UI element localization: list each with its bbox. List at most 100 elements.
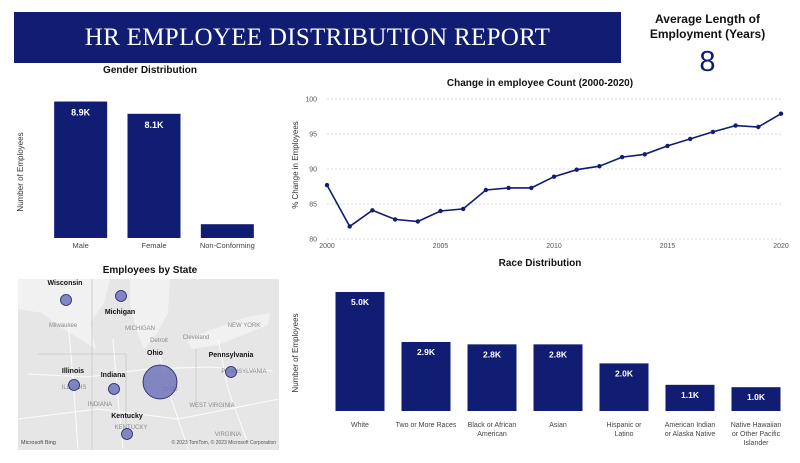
race-bar-white[interactable] (335, 292, 385, 411)
line-y-tick-label: 90 (309, 167, 317, 174)
state-bubble-wisconsin[interactable] (60, 294, 72, 306)
gender-bar-male[interactable] (54, 101, 108, 239)
race-bar-american-indian-or-alaska-native[interactable] (665, 384, 715, 411)
change-y-axis-label: % Change in Employees (291, 121, 300, 209)
map-title: Employees by State (102, 265, 198, 276)
basemap-label: MICHIGAN (125, 326, 155, 332)
lake-huron (130, 279, 170, 349)
basemap-label: Detroit (150, 338, 168, 344)
gender-bar-female[interactable] (127, 113, 181, 238)
line-point-2006[interactable] (461, 206, 466, 212)
race-category-label: Black or African American (468, 422, 517, 438)
line-point-2020[interactable] (778, 111, 784, 116)
race-bar-two-or-more-races[interactable] (401, 341, 451, 411)
race-bar-hispanic-or-latino[interactable] (599, 363, 649, 411)
change-chart: % Change in Employees 80 85 90 95 100 2000 200… (291, 97, 789, 251)
race-chart-title: Race Distribution (498, 258, 582, 269)
report-title: HR EMPLOYEE DISTRIBUTION REPORT (84, 23, 551, 51)
race-y-axis-label: Number of Employees (291, 313, 300, 392)
gender-category-label: Female (141, 241, 166, 250)
line-point-2018[interactable] (733, 123, 738, 128)
race-data-label: 2.0K (615, 368, 634, 378)
state-map-canvas: Milwaukee MICHIGAN Detroit Cleveland NEW YOR… (18, 279, 279, 450)
race-category-label: Asian (549, 422, 567, 429)
race-category-label: American Indian or Alaska Native (665, 422, 716, 438)
line-point-2011[interactable] (574, 167, 579, 172)
line-point-2015[interactable] (665, 143, 670, 149)
gender-data-label: 8.1K (144, 120, 164, 130)
state-bubble-michigan[interactable] (115, 290, 127, 302)
state-bubble-indiana[interactable] (108, 383, 120, 395)
line-point-2013[interactable] (619, 154, 625, 160)
basemap-label: VIRGINIA (215, 432, 241, 438)
state-label: Ohio (147, 350, 163, 357)
race-data-label: 2.8K (483, 349, 502, 359)
race-data-label: 1.1K (681, 390, 700, 400)
gender-chart: Number of Employees 8.9K Male 8.1K Female No… (16, 101, 255, 250)
basemap-label: INDIANA (88, 402, 112, 408)
basemap-label: KENTUCKY (115, 425, 148, 431)
line-x-tick-label: 2010 (546, 243, 562, 250)
state-bubble-illinois[interactable] (68, 379, 80, 391)
line-point-2017[interactable] (710, 129, 716, 135)
gender-data-label: 8.9K (71, 108, 91, 118)
race-bar-native-hawaiian-or-other-pacific-islander[interactable] (731, 387, 781, 411)
line-x-tick-label: 2000 (319, 243, 335, 250)
line-point-2002[interactable] (370, 208, 375, 213)
line-point-2001[interactable] (347, 224, 352, 229)
gender-category-label: Non-Conforming (200, 241, 255, 250)
race-category-label: Native Hawaiian or Other Pacific Islander (731, 422, 782, 447)
line-x-tick-label: 2005 (433, 243, 449, 250)
line-point-2007[interactable] (483, 187, 489, 193)
map-attribution: © 2023 TomTom, © 2023 Microsoft Corporat… (171, 439, 276, 446)
basemap-label: Cleveland (183, 335, 210, 341)
state-label: Kentucky (111, 413, 143, 420)
line-point-2012[interactable] (597, 164, 602, 169)
kpi-title: Average Length of Employment (Years) (649, 12, 766, 41)
state-bubble-kentucky[interactable] (121, 428, 133, 440)
basemap-label: Milwaukee (49, 323, 78, 329)
race-data-label: 2.8K (549, 349, 568, 359)
report-title-banner: HR EMPLOYEE DISTRIBUTION REPORT (14, 12, 621, 63)
basemap-label: NEW YORK (228, 323, 261, 329)
line-y-tick-label: 85 (309, 202, 317, 209)
state-label: Michigan (105, 309, 135, 316)
line-y-tick-label: 80 (309, 237, 317, 244)
line-x-tick-label: 2015 (660, 243, 676, 250)
map-land (18, 279, 279, 450)
race-category-label: Hispanic or Latino (606, 422, 642, 438)
line-y-tick-label: 100 (305, 97, 317, 104)
line-point-2014[interactable] (642, 152, 647, 157)
state-bubble-pennsylvania[interactable] (225, 366, 237, 378)
line-point-2009[interactable] (529, 185, 534, 191)
state-map[interactable]: Milwaukee MICHIGAN Detroit Cleveland NEW YOR… (18, 279, 279, 450)
line-y-tick-label: 95 (309, 132, 317, 139)
state-label: Indiana (101, 372, 126, 379)
race-bar-asian[interactable] (533, 344, 583, 411)
state-borders (38, 279, 197, 449)
line-point-2000[interactable] (324, 182, 330, 188)
line-point-2019[interactable] (756, 124, 761, 130)
line-point-2008[interactable] (506, 185, 511, 191)
race-data-label: 2.9K (417, 347, 436, 357)
race-category-label: White (351, 422, 369, 429)
line-point-2005[interactable] (438, 208, 443, 214)
gender-y-axis-label: Number of Employees (16, 132, 25, 211)
line-point-2010[interactable] (551, 174, 557, 179)
race-category-label: Two or More Races (396, 422, 457, 429)
line-x-tick-label: 2020 (773, 243, 789, 250)
gender-bar-non-conforming[interactable] (200, 224, 254, 238)
line-point-2004[interactable] (415, 219, 420, 224)
line-point-2016[interactable] (688, 136, 693, 142)
state-bubble-ohio[interactable] (142, 364, 178, 400)
gender-chart-title: Gender Distribution (103, 65, 197, 76)
kpi-value: 8 (699, 46, 716, 78)
race-data-label: 5.0K (351, 297, 370, 307)
bing-logo: Microsoft Bing (21, 440, 56, 446)
basemap-label: PENNSYLVANIA (221, 369, 266, 375)
line-point-2003[interactable] (392, 217, 398, 222)
basemap-label: WEST VIRGINIA (189, 403, 234, 409)
race-chart: Number of Employees 5.0K White 2.9K Two or … (291, 292, 782, 447)
state-label: Wisconsin (48, 280, 83, 287)
race-bar-black-or-african-american[interactable] (467, 344, 517, 411)
